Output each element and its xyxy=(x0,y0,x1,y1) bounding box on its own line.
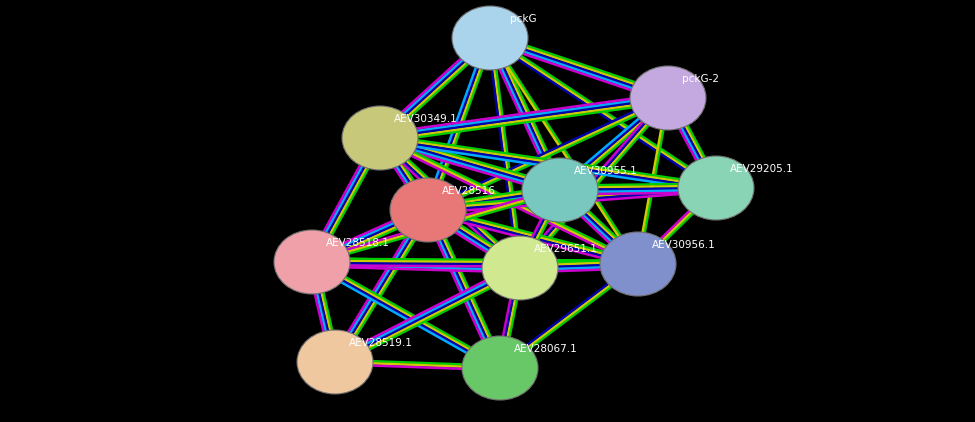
Ellipse shape xyxy=(390,178,466,242)
Ellipse shape xyxy=(452,6,528,70)
Ellipse shape xyxy=(462,336,538,400)
Ellipse shape xyxy=(630,66,706,130)
Ellipse shape xyxy=(678,156,754,220)
Text: AEV28516: AEV28516 xyxy=(442,186,496,196)
Ellipse shape xyxy=(297,330,373,394)
Text: AEV30349.1: AEV30349.1 xyxy=(394,114,457,124)
Ellipse shape xyxy=(600,232,676,296)
Ellipse shape xyxy=(522,158,598,222)
Text: AEV28518.1: AEV28518.1 xyxy=(326,238,390,248)
Text: AEV29651.1: AEV29651.1 xyxy=(534,244,598,254)
Ellipse shape xyxy=(274,230,350,294)
Text: AEV28519.1: AEV28519.1 xyxy=(349,338,412,348)
Ellipse shape xyxy=(342,106,418,170)
Text: pckG-2: pckG-2 xyxy=(682,74,719,84)
Ellipse shape xyxy=(482,236,558,300)
Text: AEV28067.1: AEV28067.1 xyxy=(514,344,578,354)
Text: AEV30956.1: AEV30956.1 xyxy=(652,240,716,250)
Text: AEV30955.1: AEV30955.1 xyxy=(574,166,638,176)
Text: pckG: pckG xyxy=(510,14,536,24)
Text: AEV29205.1: AEV29205.1 xyxy=(730,164,794,174)
